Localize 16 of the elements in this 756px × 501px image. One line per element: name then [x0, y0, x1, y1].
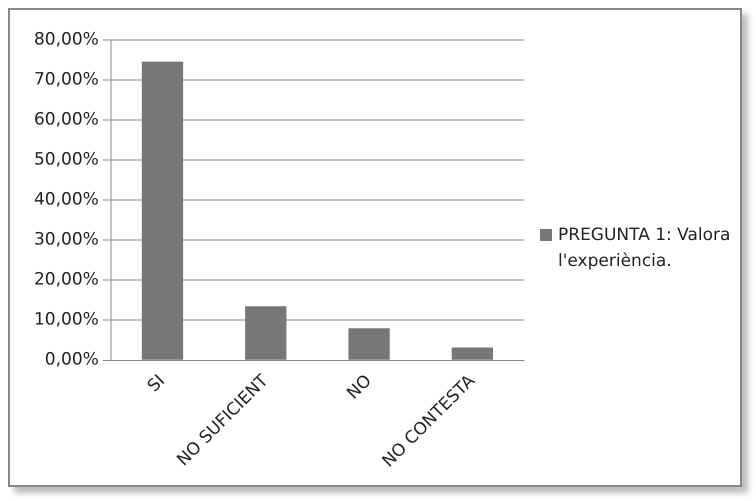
bar [348, 328, 390, 360]
y-tick-label: 60,00% [34, 109, 99, 130]
y-tick-label: 50,00% [34, 150, 99, 170]
y-tick-label: 30,00% [34, 230, 99, 250]
y-tick-label: 20,00% [34, 270, 99, 290]
legend-label: PREGUNTA 1: Valora l'experiència. [558, 224, 732, 273]
y-tick-label: 70,00% [34, 69, 99, 90]
bar [245, 306, 286, 360]
bar [452, 347, 494, 360]
x-tick-label: SI [144, 370, 170, 396]
bar [142, 62, 184, 360]
y-tick-label: 10,00% [34, 310, 99, 330]
y-tick-label: 80,00% [34, 29, 99, 50]
y-tick-label: 40,00% [34, 190, 99, 210]
x-tick-label: NO [343, 370, 376, 404]
y-tick-label: 0,00% [44, 350, 99, 370]
